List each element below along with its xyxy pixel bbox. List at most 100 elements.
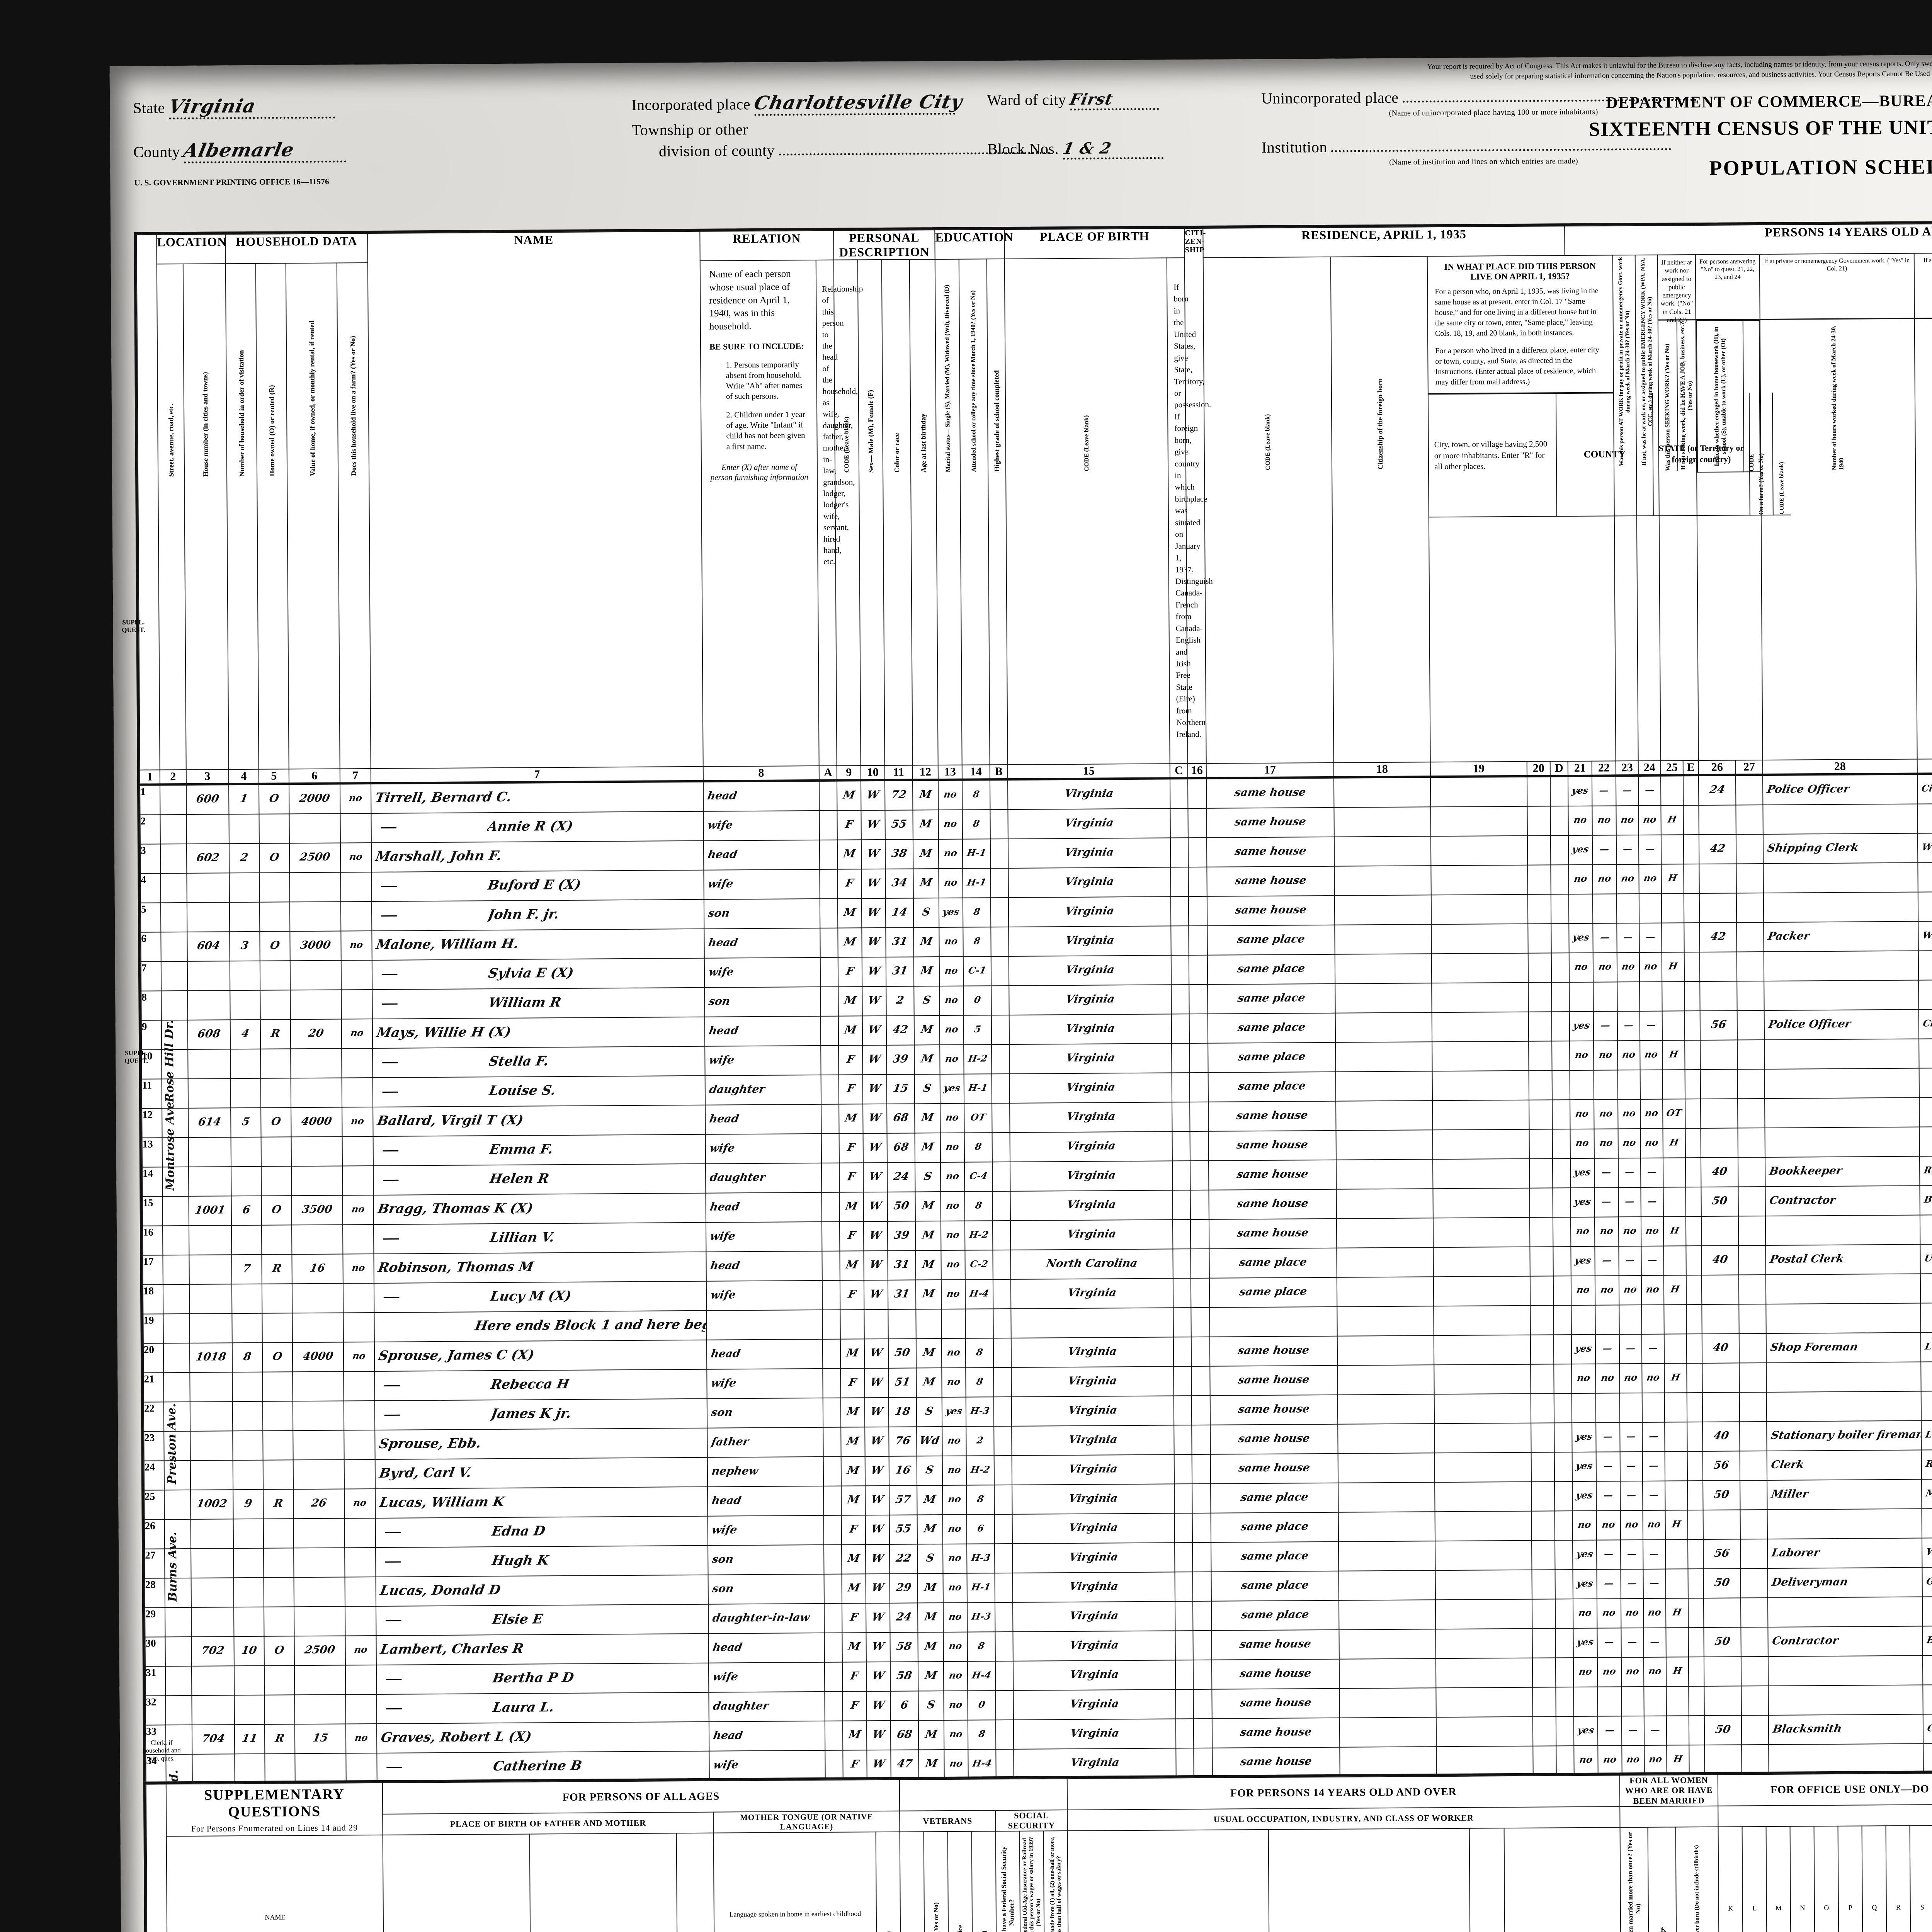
row-home-owned [261,1137,292,1167]
row-name: Sprouse, Ebb. [375,1428,707,1460]
row-codeC [1175,1631,1193,1660]
row-duration-unemployment [1738,1099,1765,1128]
row-sex: F [839,1163,864,1192]
ward-label: Ward of city [987,91,1066,109]
row-residence-1935: same house [1207,895,1335,926]
row-name: — Stella F. [372,1046,705,1078]
supp-c43: Were deductions for Federal Old-Age Insu… [1019,1831,1045,1932]
row-highest-grade: 2 [966,1426,994,1456]
row-birthplace: Virginia [1009,985,1172,1015]
row-name: — Elsie E [376,1604,709,1636]
row-at-work: no [1572,1510,1597,1541]
row-emergency-work: — [1596,1481,1621,1511]
row-home-value [291,1225,343,1255]
row-codeC [1174,1513,1193,1543]
row-citizenship [1190,1248,1209,1279]
colnum-13: 13 [938,765,962,780]
row-emergency-work: — [1592,835,1617,865]
row-seeking-work: — [1620,1452,1643,1481]
row-occupation [1766,1391,1922,1422]
row-at-work: no [1574,1745,1598,1776]
row-house-number: 604 [187,932,230,962]
row-engaged-in: H [1662,952,1685,982]
row-codeD [1556,1687,1574,1717]
row-citizenship [1190,1219,1209,1249]
row-hours-worked [1701,1216,1739,1246]
row-duration-unemployment [1737,1069,1765,1099]
row-codeB [993,1279,1011,1309]
row-engaged-in [1666,1716,1689,1745]
row-codeC [1170,778,1188,809]
row-highest-grade: 8 [968,1720,996,1750]
row-age: 68 [890,1720,919,1750]
row-codeE [1689,1716,1705,1745]
row-residence-county [1337,1277,1434,1307]
row-household-order [232,1313,262,1343]
row-marital-status: M [916,1368,942,1398]
row-residence-farm [1529,1070,1553,1100]
row-residence-state [1430,835,1528,866]
row-sex: F [842,1691,867,1721]
row-seeking-work: — [1621,1569,1643,1599]
row-citizenship [1192,1513,1211,1543]
row-on-farm [345,1606,376,1636]
row-household-order [230,990,260,1020]
row-hours-worked [1699,952,1737,982]
row-sex: M [838,986,862,1016]
row-street-cell [160,815,187,844]
row-street-cell [164,1460,191,1490]
row-hours-worked [1703,1598,1741,1628]
row-street-cell [164,1490,191,1520]
row-emergency-work [1595,1393,1620,1423]
row-duration-unemployment [1736,952,1764,981]
row-name: Bragg, Thomas K (X) [373,1193,706,1225]
row-home-value: 3500 [291,1195,343,1225]
colnum-4: 4 [228,769,259,784]
row-age: 16 [889,1456,917,1486]
row-attended-school: no [940,1044,964,1075]
row-birthplace: Virginia [1013,1719,1176,1749]
row-residence-state [1434,1305,1531,1336]
row-engaged-in: H [1666,1657,1689,1687]
row-seeking-work: no [1618,1217,1641,1247]
row-line-number-cell: 4 [140,873,161,903]
row-duration-unemployment [1739,1363,1767,1393]
row-residence-farm [1532,1599,1556,1629]
row-residence-state [1434,1393,1531,1424]
row-residence-county [1335,1012,1432,1043]
supp-usual-head: USUAL OCCUPATION, INDUSTRY, AND CLASS OF… [1067,1806,1620,1831]
row-age: 31 [888,1250,916,1280]
row-codeB [995,1573,1013,1603]
row-house-number: 600 [186,784,229,815]
row-sex: F [843,1750,867,1780]
row-highest-grade: 8 [963,927,991,957]
row-residence-state [1433,1276,1531,1306]
row-codeC [1172,1219,1191,1249]
row-race: W [866,1603,890,1633]
row-attended-school: no [943,1602,968,1633]
row-codeB [993,1367,1012,1397]
row-house-number [186,814,229,844]
row-on-farm: no [342,1195,374,1225]
row-codeD [1552,1041,1570,1071]
row-occupation [1763,892,1918,923]
row-codeC [1171,926,1189,956]
row-age: 31 [886,927,914,957]
col5-home-owned: Home owned (O) or rented (R) [255,263,289,769]
row-household-order [234,1607,264,1637]
row-highest-grade: 8 [966,1485,995,1515]
row-have-job: — [1644,1716,1667,1746]
row-birthplace [1011,1308,1173,1338]
row-residence-1935: same house [1212,1747,1340,1777]
row-industry [1918,950,1932,980]
row-codeE [1688,1539,1704,1569]
row-relation [706,1310,823,1340]
row-attended-school: yes [939,898,963,928]
row-have-job: — [1639,1011,1663,1041]
row-codeE [1688,1569,1704,1599]
row-have-job: — [1643,1539,1666,1570]
row-codeE [1687,1363,1702,1393]
row-codeB [990,810,1008,839]
row-age: 38 [885,839,913,869]
row-house-number: 704 [192,1725,235,1754]
